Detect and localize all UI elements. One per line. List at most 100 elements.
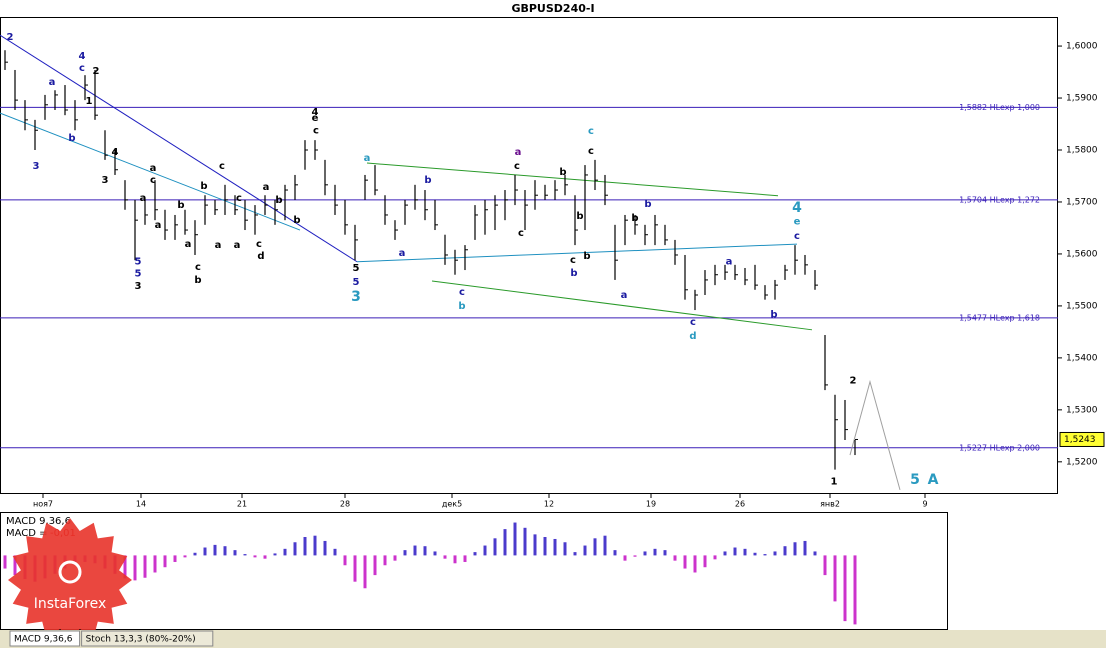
macd-bar — [703, 555, 707, 568]
macd-bar — [153, 555, 157, 573]
wave-label: e — [312, 113, 319, 124]
macd-bar — [823, 555, 827, 576]
macd-bar — [413, 545, 417, 556]
wave-label: 4 — [792, 200, 802, 216]
wave-label: b — [275, 195, 282, 206]
x-tick-label: янв2 — [820, 500, 840, 509]
y-tick-label: 1,5800 — [1066, 146, 1098, 156]
macd-bar — [673, 555, 677, 561]
macd-bar — [423, 546, 427, 556]
x-tick-label: 14 — [136, 500, 146, 509]
level-label: 1,5227 HLexp 2,000 — [959, 443, 1040, 452]
wave-label: c — [256, 239, 262, 250]
macd-bar — [573, 552, 577, 556]
wave-label: 5 — [135, 269, 142, 280]
wave-label: a — [399, 248, 406, 259]
x-tick-label: 21 — [237, 500, 247, 509]
macd-bar — [843, 555, 847, 622]
macd-bar — [733, 547, 737, 556]
logo-icon — [58, 560, 82, 584]
macd-bar — [193, 552, 197, 556]
macd-bar — [553, 538, 557, 556]
indicator-tab-label[interactable]: MACD 9,36,6 — [14, 635, 73, 645]
trend-line — [849, 379, 901, 491]
macd-bar — [223, 546, 227, 556]
macd-bar — [523, 527, 527, 556]
trend-line — [366, 162, 779, 197]
macd-bar — [13, 555, 17, 576]
wave-label: 4 — [112, 147, 119, 158]
macd-bar — [323, 540, 327, 556]
y-tick-label: 1,5500 — [1066, 301, 1098, 311]
wave-label: c — [313, 125, 319, 136]
macd-bar — [183, 555, 187, 558]
y-tick-label: 1,5700 — [1066, 197, 1098, 207]
wave-label: c — [150, 175, 156, 186]
macd-bar — [603, 535, 607, 556]
wave-label: 3 — [33, 161, 40, 172]
macd-bar — [693, 555, 697, 573]
wave-label: b — [200, 181, 207, 192]
chart-title: GBPUSD240-I — [511, 2, 594, 15]
macd-bar — [363, 555, 367, 589]
wave-label: c — [514, 161, 520, 172]
macd-bar — [233, 550, 237, 556]
wave-label: 2 — [93, 66, 100, 77]
wave-label: a — [185, 239, 192, 250]
macd-bar — [713, 555, 717, 560]
macd-bar — [783, 546, 787, 556]
x-tick-label: 12 — [544, 500, 554, 509]
macd-bar — [443, 555, 447, 559]
y-tick-label: 1,5200 — [1066, 457, 1098, 467]
macd-bar — [833, 555, 837, 602]
wave-label: A — [928, 472, 939, 488]
wave-label: b — [583, 251, 590, 262]
macd-current-label: MACD = — [6, 528, 48, 539]
macd-bar — [3, 555, 7, 569]
macd-bar — [633, 555, 637, 557]
wave-label: a — [150, 163, 157, 174]
wave-label: c — [79, 63, 85, 74]
wave-label: 4 — [312, 107, 319, 118]
indicator-tab — [9, 630, 81, 647]
wave-label: 5 — [353, 277, 360, 288]
wave-label: b — [570, 268, 577, 279]
macd-bar — [173, 555, 177, 562]
macd-bar — [613, 550, 617, 556]
wave-label: 4 — [79, 51, 86, 62]
macd-bar — [803, 540, 807, 556]
wave-label: 3 — [351, 289, 361, 305]
wave-label: b — [177, 200, 184, 211]
macd-bar — [683, 555, 687, 569]
macd-bar — [353, 555, 357, 582]
indicator-tab — [81, 630, 214, 647]
macd-bar — [463, 555, 467, 562]
y-tick-label: 1,6000 — [1066, 42, 1098, 52]
y-tick-label: 1,5300 — [1066, 405, 1098, 415]
macd-bar — [653, 548, 657, 556]
wave-label: 3 — [102, 175, 109, 186]
wave-label: c — [690, 317, 696, 328]
macd-bar — [503, 529, 507, 556]
wave-label: c — [459, 287, 465, 298]
macd-bar — [393, 555, 397, 561]
macd-bar — [753, 552, 757, 556]
wave-label: 2 — [7, 32, 14, 43]
macd-bar — [293, 542, 297, 556]
last-price-box — [1059, 431, 1105, 447]
macd-bar — [483, 545, 487, 556]
trend-line — [0, 34, 358, 263]
y-tick-label: 1,5600 — [1066, 249, 1098, 259]
wave-label: 5 — [353, 263, 360, 274]
wave-label: 2 — [850, 376, 857, 387]
wave-label: c — [588, 146, 594, 157]
indicator-tab-label[interactable]: Stoch 13,3,3 (80%-20%) — [86, 635, 196, 645]
macd-bar — [263, 555, 267, 559]
level-label: 1,5477 HLexp 1,618 — [959, 313, 1040, 322]
wave-label: b — [559, 167, 566, 178]
macd-bar — [473, 552, 477, 556]
watermark: InstaForex — [34, 596, 107, 612]
wave-label: a — [155, 220, 162, 231]
macd-bar — [433, 551, 437, 556]
